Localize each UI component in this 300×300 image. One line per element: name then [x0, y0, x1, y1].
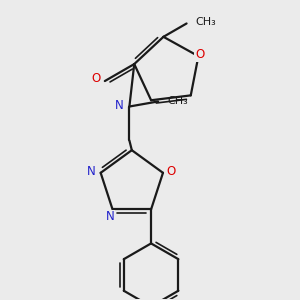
Text: CH₃: CH₃ — [168, 97, 188, 106]
Text: N: N — [106, 210, 115, 223]
Text: N: N — [87, 165, 95, 178]
Text: CH₃: CH₃ — [195, 17, 216, 27]
Text: O: O — [92, 72, 101, 85]
Text: N: N — [115, 99, 124, 112]
Text: O: O — [195, 49, 204, 62]
Text: O: O — [167, 165, 176, 178]
